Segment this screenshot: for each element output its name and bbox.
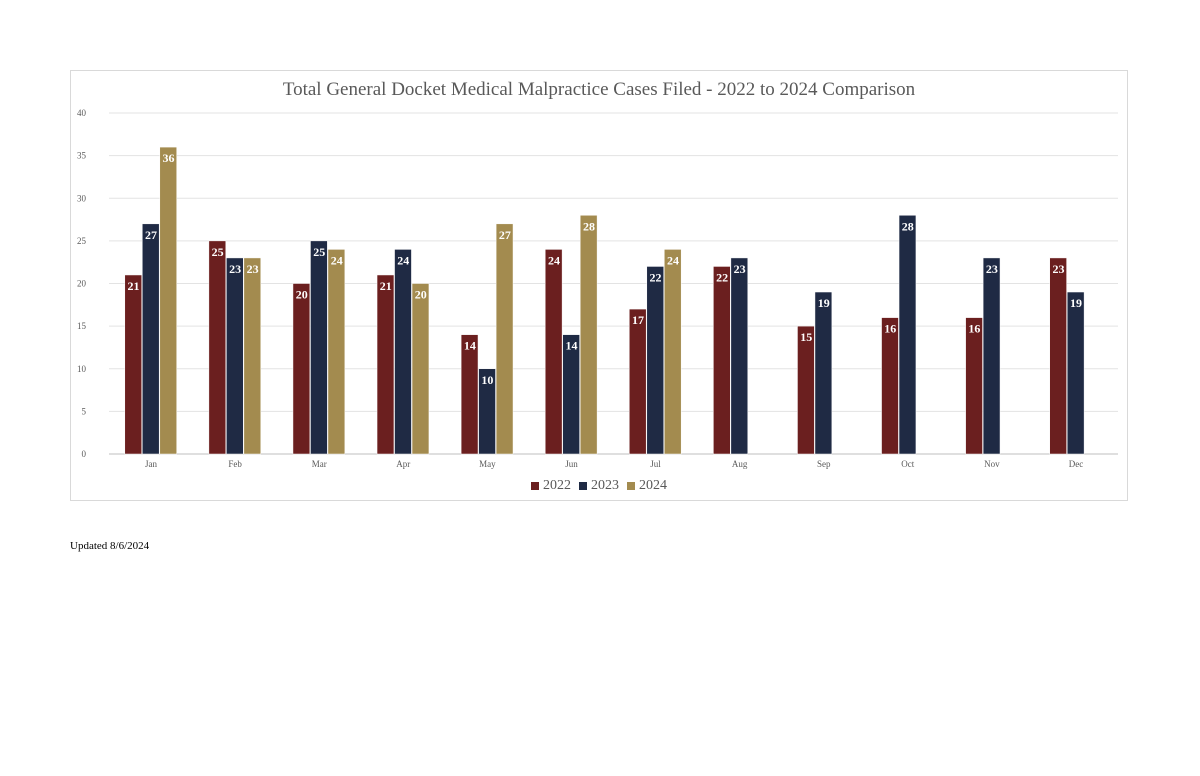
- data-label: 20: [296, 288, 308, 302]
- legend-swatch: [579, 482, 587, 490]
- data-label: 27: [145, 228, 157, 242]
- bar-2023-May: [478, 368, 496, 455]
- bar-2024-Jan: [159, 146, 177, 455]
- bar-2023-Feb: [226, 257, 244, 455]
- bar-2022-Mar: [292, 283, 311, 455]
- bar-2022-Sep: [797, 325, 815, 455]
- bar-2022-Jun: [544, 249, 563, 455]
- x-tick-label: Oct: [901, 459, 914, 469]
- x-tick-label: Jan: [145, 459, 157, 469]
- legend-item: 2023: [579, 478, 619, 494]
- y-tick-label: 40: [77, 108, 87, 118]
- chart-title: Total General Docket Medical Malpractice…: [282, 79, 916, 100]
- data-label: 16: [968, 322, 980, 336]
- data-label: 36: [163, 151, 175, 165]
- legend-label: 2022: [543, 478, 571, 493]
- data-label: 10: [481, 373, 493, 387]
- bar-2024-Mar: [327, 249, 346, 455]
- legend-item: 2022: [531, 478, 571, 494]
- legend-swatch: [531, 482, 539, 490]
- x-tick-label: Mar: [312, 459, 327, 469]
- chart-plot: 0 5 10 15 20 25 30 35 40 21 27 36 Jan 25 23 23 Feb 20 25 24…: [77, 108, 1118, 469]
- data-label: 24: [397, 253, 409, 267]
- bar-2023-Jan: [142, 223, 160, 455]
- data-label: 23: [1052, 262, 1064, 276]
- legend-label: 2024: [639, 478, 667, 493]
- y-tick-label: 25: [77, 236, 87, 246]
- data-label: 19: [1070, 296, 1082, 310]
- bar-2022-Nov: [965, 317, 983, 455]
- y-tick-label: 20: [77, 279, 87, 289]
- bar-2023-Nov: [982, 257, 1001, 455]
- y-tick-label: 5: [82, 406, 87, 416]
- bar-2024-Jun: [579, 215, 598, 455]
- bar-2024-May: [495, 223, 514, 455]
- bar-2024-Jul: [664, 249, 682, 455]
- bar-2023-Oct: [898, 215, 917, 455]
- bar-2023-Apr: [394, 249, 412, 455]
- data-label: 21: [128, 279, 140, 293]
- data-label: 25: [313, 245, 325, 259]
- data-label: 21: [380, 279, 392, 293]
- data-label: 17: [632, 313, 644, 327]
- x-tick-label: Dec: [1069, 459, 1084, 469]
- bar-2023-Jul: [646, 266, 664, 455]
- data-label: 24: [548, 253, 560, 267]
- x-tick-label: Aug: [732, 459, 748, 469]
- bar-2022-May: [460, 334, 479, 455]
- bar-2024-Feb: [243, 257, 262, 455]
- data-label: 23: [986, 262, 998, 276]
- bar-2023-Dec: [1066, 291, 1085, 455]
- bar-2023-Sep: [814, 291, 833, 455]
- data-label: 25: [212, 245, 224, 259]
- data-label: 27: [499, 228, 511, 242]
- chart-container: Total General Docket Medical Malpractice…: [70, 70, 1128, 501]
- bar-2022-Oct: [881, 317, 899, 455]
- x-tick-label: Jun: [565, 459, 578, 469]
- data-label: 14: [464, 339, 476, 353]
- y-tick-label: 35: [77, 151, 87, 161]
- y-tick-label: 10: [77, 364, 87, 374]
- bar-2022-Feb: [208, 240, 227, 455]
- data-label: 23: [229, 262, 241, 276]
- data-label: 23: [247, 262, 259, 276]
- x-tick-label: Feb: [228, 459, 242, 469]
- data-label: 22: [650, 270, 662, 284]
- x-tick-label: Apr: [396, 459, 410, 469]
- data-label: 20: [415, 288, 427, 302]
- legend-label: 2023: [591, 478, 619, 493]
- bar-2022-Jan: [124, 274, 142, 455]
- bar-2023-Aug: [730, 257, 749, 455]
- x-tick-label: Sep: [817, 459, 831, 469]
- y-tick-label: 30: [77, 193, 87, 203]
- data-label: 22: [716, 270, 728, 284]
- data-label: 24: [331, 253, 343, 267]
- data-label: 19: [818, 296, 830, 310]
- data-label: 23: [734, 262, 746, 276]
- data-label: 16: [884, 322, 896, 336]
- chart-legend: 2022 2023 2024: [71, 478, 1127, 495]
- bar-2023-Jun: [562, 334, 580, 455]
- legend-item: 2024: [627, 478, 667, 494]
- bar-2022-Aug: [713, 266, 731, 455]
- data-label: 28: [583, 219, 595, 233]
- data-label: 28: [902, 219, 914, 233]
- bar-2023-Mar: [310, 240, 328, 455]
- legend-swatch: [627, 482, 635, 490]
- updated-note: Updated 8/6/2024: [70, 540, 150, 552]
- bar-2022-Dec: [1049, 257, 1067, 455]
- bar-2022-Apr: [376, 274, 395, 455]
- data-label: 24: [667, 253, 679, 267]
- bar-2022-Jul: [629, 308, 647, 455]
- x-tick-label: May: [479, 459, 496, 469]
- y-tick-label: 0: [82, 449, 87, 459]
- data-label: 15: [800, 330, 812, 344]
- bar-2024-Apr: [411, 283, 430, 455]
- data-label: 14: [565, 339, 577, 353]
- y-tick-label: 15: [77, 321, 87, 331]
- x-tick-label: Nov: [984, 459, 1000, 469]
- x-tick-label: Jul: [650, 459, 661, 469]
